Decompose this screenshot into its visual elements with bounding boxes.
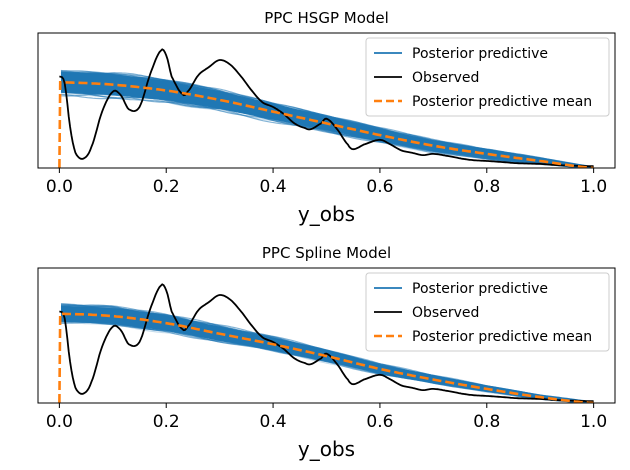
legend-box <box>365 37 610 117</box>
legend-label: Posterior predictive mean <box>412 94 592 110</box>
observed-line <box>59 283 594 403</box>
plot-area <box>58 48 594 168</box>
chart-title: PPC HSGP Model <box>264 9 389 27</box>
chart-title: PPC Spline Model <box>262 244 391 262</box>
legend: Posterior predictive Observed Posterior pr… <box>365 37 610 117</box>
legend-box <box>365 272 610 352</box>
chart-panel-1: PPC HSGP Model 0.0 0.2 0.4 0.6 0.8 1.0 y_obs Pos… <box>37 9 616 226</box>
x-tick-label: 0.4 <box>260 412 287 432</box>
legend-label: Observed <box>412 305 479 321</box>
x-tick-label: 0.0 <box>46 412 73 432</box>
legend-label: Posterior predictive <box>412 281 548 297</box>
posterior-predictive-mean-line <box>58 312 594 403</box>
x-tick-label: 1.0 <box>580 177 607 197</box>
x-tick-label: 0.8 <box>473 177 500 197</box>
observed-line <box>59 48 594 168</box>
x-tick-label: 0.6 <box>366 177 393 197</box>
legend: Posterior predictive Observed Posterior pr… <box>365 272 610 352</box>
x-axis-label: y_obs <box>298 202 355 226</box>
x-tick-label: 0.4 <box>260 177 287 197</box>
x-tick-label: 0.6 <box>366 412 393 432</box>
legend-label: Posterior predictive <box>412 46 548 62</box>
axes-frame <box>37 32 616 169</box>
legend-label: Posterior predictive mean <box>412 329 592 345</box>
axes-frame <box>37 267 616 404</box>
x-tick-label: 1.0 <box>580 412 607 432</box>
x-tick-label: 0.2 <box>153 177 180 197</box>
x-tick-label: 0.0 <box>46 177 73 197</box>
x-tick-label: 0.8 <box>473 412 500 432</box>
posterior-predictive-mean-line <box>58 80 594 168</box>
x-tick-label: 0.2 <box>153 412 180 432</box>
legend-label: Observed <box>412 70 479 86</box>
chart-panel-2: PPC Spline Model 0.0 0.2 0.4 0.6 0.8 1.0 y_obs P… <box>37 244 616 461</box>
plot-area <box>58 283 594 403</box>
x-axis-label: y_obs <box>298 437 355 461</box>
